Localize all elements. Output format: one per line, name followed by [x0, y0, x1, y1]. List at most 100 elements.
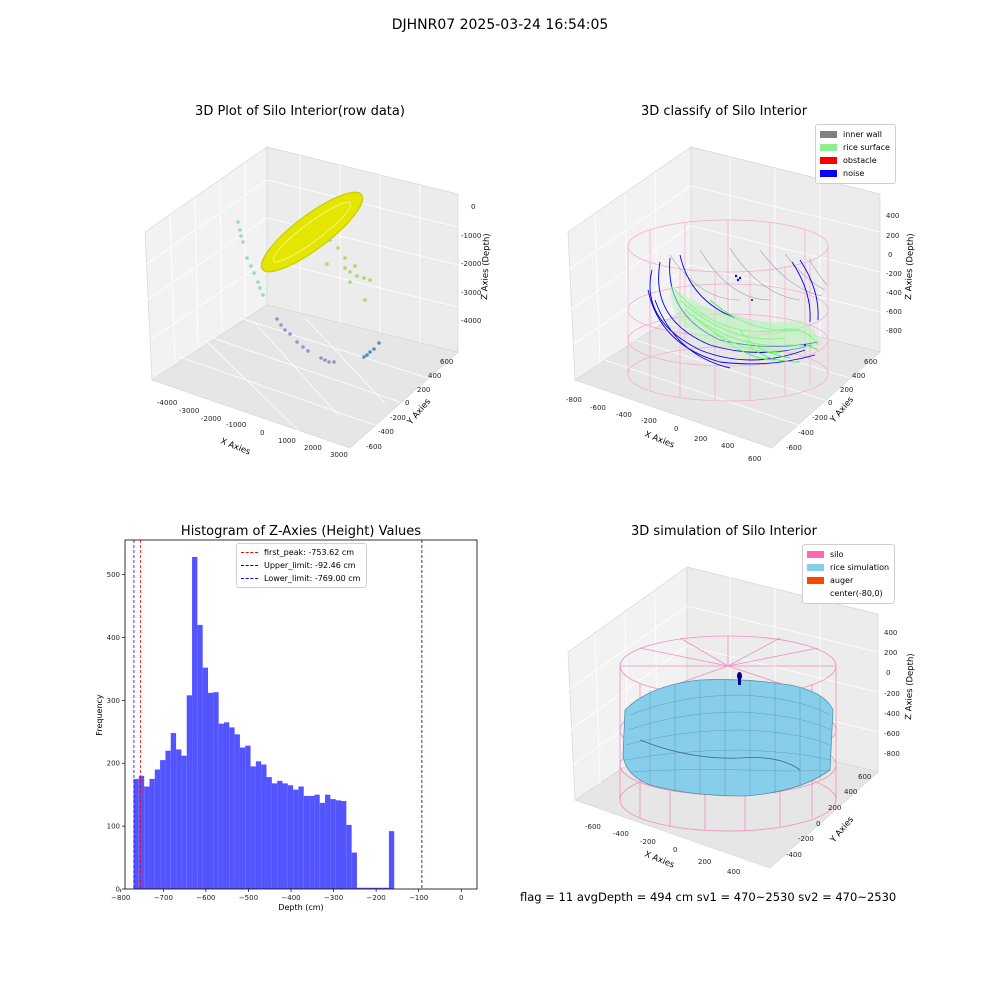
y-tick-label: 400 — [852, 372, 865, 380]
legend-label: first_peak: -753.62 cm — [264, 548, 355, 557]
histogram-bar — [138, 775, 145, 889]
legend-line — [241, 565, 258, 566]
histogram-bar — [197, 624, 203, 889]
x-tick-label: -400 — [616, 411, 632, 419]
z-tick-label: 0 — [886, 669, 890, 677]
x-tick-label: 200 — [698, 858, 711, 866]
y-tick-label: 600 — [858, 773, 871, 781]
x-tick-label: -200 — [640, 838, 656, 846]
panel2-z-ticks: 400 200 0 -200 -400 -600 -800 — [886, 212, 902, 335]
y-tick-label: 0 — [405, 399, 409, 407]
z-tick-label: -600 — [884, 730, 900, 738]
histogram-bar — [261, 764, 267, 889]
histogram-bar — [255, 761, 262, 889]
y-tick-label: 600 — [864, 358, 877, 366]
histogram-title: Histogram of Z-Axies (Height) Values — [180, 524, 422, 539]
histogram-bar — [309, 795, 315, 889]
panel1-z-label: Z Axies (Depth) — [480, 233, 492, 300]
legend-label: Upper_limit: -92.46 cm — [264, 561, 356, 570]
histogram-bar — [202, 667, 208, 889]
histogram-bar — [250, 766, 256, 889]
histogram-bar — [351, 852, 357, 889]
histogram-bar — [223, 722, 230, 889]
legend-item: center(-80,0) — [807, 587, 889, 600]
histogram-bar — [245, 745, 251, 889]
x-tick-label: 600 — [748, 455, 761, 463]
x-tick-label: 0 — [260, 429, 264, 437]
x-tick-label: 0 — [673, 846, 677, 854]
histogram-bar — [207, 692, 214, 889]
y-tick-label: 200 — [417, 386, 430, 394]
y-tick-label: -600 — [366, 443, 382, 451]
histogram-bar — [133, 778, 139, 889]
z-tick-label: 0 — [888, 251, 892, 259]
y-tick-label: 400 — [844, 788, 857, 796]
legend-swatch — [820, 131, 837, 138]
legend-label: inner wall — [843, 130, 883, 139]
legend-label: obstacle — [843, 156, 877, 165]
legend-line — [241, 552, 258, 553]
legend-item: inner wall — [820, 128, 890, 141]
histogram-bar — [170, 733, 177, 889]
x-tick-label: −400 — [281, 894, 300, 902]
histogram-chart: −800 −700 −600 −500 −400 −300 −200 −100 0 0 100 20… — [95, 539, 478, 912]
histogram-bar — [388, 831, 395, 889]
histogram-bar — [165, 750, 171, 889]
x-tick-label: -1000 — [226, 421, 246, 429]
y-tick-label: -400 — [378, 428, 394, 436]
x-tick-label: −700 — [154, 894, 173, 902]
legend-item: auger — [807, 574, 889, 587]
legend-item: Upper_limit: -92.46 cm — [241, 559, 360, 572]
panel4-3d-simulation: -600 -400 -200 0 200 400 X Axies -400 -2… — [567, 566, 916, 876]
histogram-bar — [287, 785, 294, 889]
z-tick-label: -2000 — [461, 260, 481, 268]
histogram-bar — [277, 780, 283, 889]
histogram-bar — [383, 887, 389, 889]
x-tick-label: 2000 — [304, 444, 322, 452]
histogram-bar — [362, 887, 368, 889]
y-tick-label: -200 — [812, 414, 828, 422]
legend-label: silo — [830, 550, 844, 559]
histogram-bar — [239, 747, 246, 889]
x-tick-label: −300 — [324, 894, 343, 902]
x-tick-label: 0 — [674, 425, 678, 433]
histogram-y-label: Frequency — [95, 694, 104, 736]
histogram-bar — [356, 887, 363, 889]
x-tick-label: −200 — [367, 894, 386, 902]
z-tick-label: 400 — [886, 212, 899, 220]
legend-label: Lower_limit: -769.00 cm — [264, 574, 361, 583]
panel4-z-label: Z Axies (Depth) — [904, 653, 916, 720]
y-tick-label: 500 — [107, 571, 120, 579]
histogram-bar — [176, 749, 182, 889]
panel4-x-label: X Axies — [643, 850, 676, 871]
z-tick-label: 0 — [471, 203, 475, 211]
legend-label: noise — [843, 169, 865, 178]
legend-item: rice surface — [820, 141, 890, 154]
y-tick-label: -600 — [786, 444, 802, 452]
legend-item: noise — [820, 167, 890, 180]
x-tick-label: 200 — [694, 435, 707, 443]
y-tick-label: -200 — [390, 414, 406, 422]
histogram-bar — [149, 778, 155, 889]
panel2-legend: inner wall rice surface obstacle noise — [815, 124, 896, 184]
x-tick-label: -600 — [590, 404, 606, 412]
legend-label: rice surface — [843, 143, 890, 152]
z-tick-label: -600 — [886, 308, 902, 316]
z-tick-label: 200 — [886, 232, 899, 240]
y-tick-label: -200 — [798, 835, 814, 843]
x-tick-label: −500 — [239, 894, 258, 902]
y-tick-label: 200 — [107, 760, 120, 768]
y-tick-label: 400 — [428, 372, 441, 380]
panel2-x-ticks: -800 -600 -400 -200 0 200 400 600 — [566, 396, 761, 463]
histogram-bar — [325, 794, 331, 889]
y-tick-label: 200 — [828, 804, 841, 812]
histogram-bar — [213, 692, 219, 889]
x-tick-label: -800 — [566, 396, 582, 404]
panel4-legend: silo rice simulation auger center(-80,0) — [802, 544, 896, 604]
histogram-bar — [335, 800, 342, 889]
panel4-z-ticks: 400 200 0 -200 -400 -600 -800 — [884, 629, 900, 758]
panel1-3d-scatter: -4000 -3000 -2000 -1000 0 1000 2000 3000… — [144, 146, 492, 459]
z-tick-label: -200 — [886, 270, 902, 278]
z-tick-label: -4000 — [461, 317, 481, 325]
figure-title: DJHNR07 2025-03-24 16:54:05 — [391, 17, 609, 33]
